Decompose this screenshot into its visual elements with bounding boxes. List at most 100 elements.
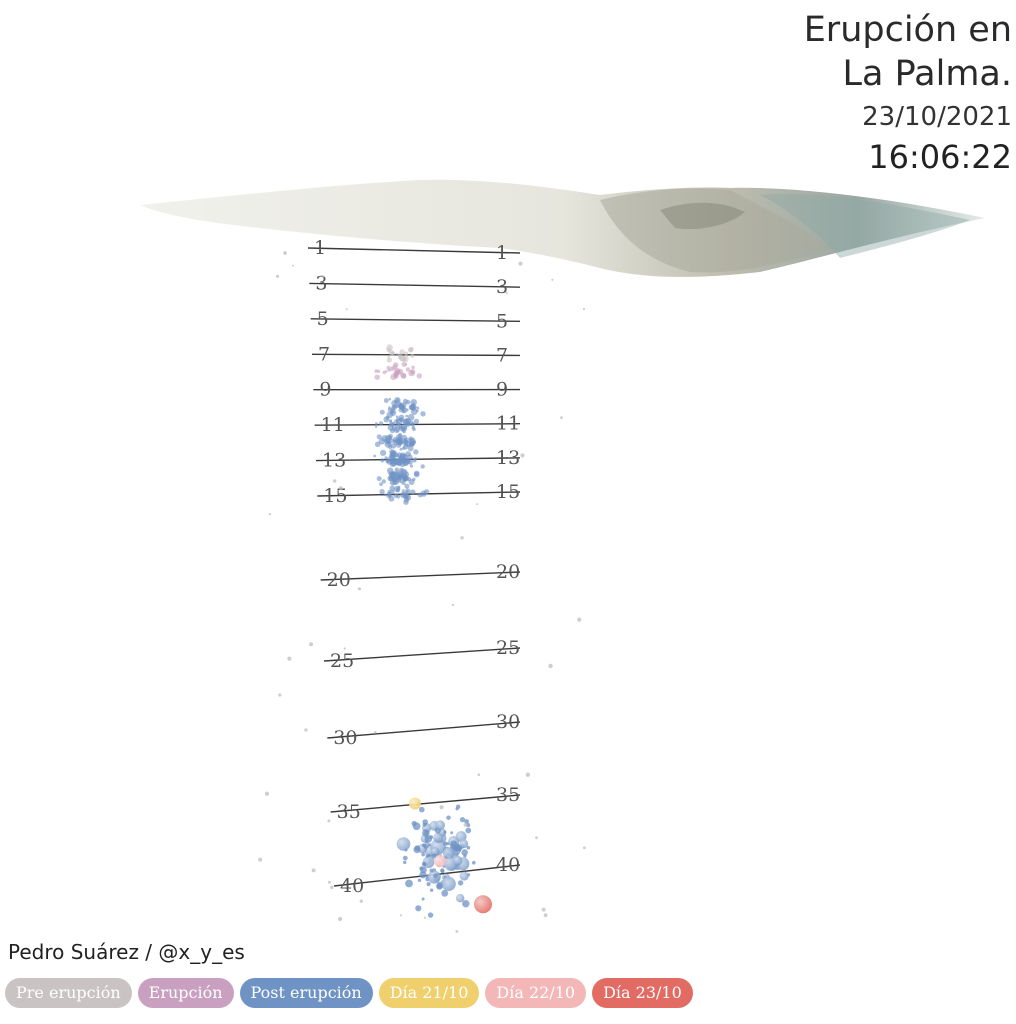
quake-point-3-10 — [374, 425, 378, 428]
depth-label-left-13: 13 — [322, 450, 346, 472]
depth-label-left-35: 35 — [337, 801, 361, 823]
quake-point-4-18 — [376, 434, 382, 440]
quake-point-5-22 — [413, 457, 418, 461]
depth-line-20 — [320, 571, 521, 581]
quake-point-9-14 — [405, 879, 413, 888]
quake-point-9-24-shine — [452, 855, 463, 866]
quake-point-8-75 — [466, 823, 471, 828]
scatter-point-28 — [451, 603, 455, 607]
depth-label-right-9: 9 — [496, 379, 508, 401]
legend-dia-21-10[interactable]: Día 21/10 — [378, 978, 480, 1008]
scatter-point-16 — [311, 868, 316, 873]
quake-point-7-20 — [404, 493, 410, 499]
depth-label-left-40: 40 — [340, 875, 364, 897]
quake-point-8-4 — [403, 860, 407, 865]
quake-point-7-14 — [383, 493, 387, 497]
legend-pre-erupcion[interactable]: Pre erupción — [5, 978, 132, 1008]
quake-point-9-23 — [427, 912, 434, 918]
scatter-point-36 — [518, 261, 523, 266]
quake-point-8-52-shine — [433, 832, 444, 844]
quake-point-9-39 — [421, 861, 427, 867]
scatter-point-27 — [258, 857, 263, 862]
quake-point-8-78 — [422, 819, 429, 825]
quake-point-8-61-shine — [455, 831, 467, 842]
quake-point-5-53 — [398, 455, 405, 462]
quake-point-6-35 — [379, 482, 383, 486]
depth-label-left-11: 11 — [321, 414, 345, 436]
quake-point-5-58 — [386, 459, 390, 463]
author-credit: Pedro Suárez / @x_y_es — [8, 940, 245, 964]
depth-label-right-15: 15 — [496, 481, 520, 503]
legend-post-erupcion[interactable]: Post erupción — [239, 978, 373, 1008]
quake-point-7-23 — [396, 486, 400, 490]
scatter-point-5 — [476, 503, 479, 506]
legend-dia-22-10[interactable]: Día 22/10 — [485, 978, 587, 1008]
quake-point-8-40 — [463, 854, 467, 858]
scatter-point-30 — [374, 731, 377, 734]
quake-point-3-41 — [389, 420, 392, 424]
quake-point-6-54 — [387, 467, 394, 474]
scatter-point-9 — [333, 479, 337, 483]
scatter-point-35 — [275, 274, 280, 278]
legend-dia-23-10[interactable]: Día 23/10 — [592, 978, 693, 1008]
quake-point-9-25 — [425, 854, 429, 858]
scatter-point-17 — [463, 823, 467, 827]
scatter-point-39 — [548, 663, 553, 669]
quake-point-3-38 — [398, 424, 403, 430]
depth-label-right-11: 11 — [496, 413, 520, 435]
quake-point-2-21 — [379, 409, 385, 415]
quake-point-9-36 — [421, 852, 426, 857]
quake-point-5-57 — [389, 459, 395, 465]
quake-point-9-3 — [441, 889, 449, 897]
scatter-point-10 — [582, 308, 586, 311]
quake-point-8-64 — [466, 845, 471, 850]
quake-point-0-18 — [386, 357, 392, 363]
depth-label-left-25: 25 — [330, 650, 354, 672]
quake-point-8-12 — [464, 819, 469, 824]
quake-point-7-27 — [404, 483, 410, 489]
scatter-point-42 — [551, 278, 554, 281]
depth-label-right-35: 35 — [496, 784, 520, 806]
scatter-point-41 — [439, 805, 444, 810]
quake-point-0-19 — [397, 353, 403, 358]
depth-label-left-20: 20 — [327, 569, 351, 591]
scatter-point-24 — [455, 930, 459, 933]
quake-point-3-32 — [378, 421, 384, 426]
depth-label-left-9: 9 — [319, 379, 331, 401]
quake-point-6-15 — [412, 477, 416, 482]
quake-point-1-26 — [400, 373, 407, 379]
quake-point-8-71 — [443, 830, 447, 834]
quake-point-5-54 — [402, 460, 409, 467]
quake-point-8-17 — [417, 878, 422, 882]
quake-point-4-53 — [407, 445, 414, 452]
title-line1: Erupción en — [803, 10, 1012, 50]
scatter-point-11 — [525, 772, 531, 777]
quake-point-5-42 — [406, 454, 413, 460]
quake-point-4-52 — [381, 435, 388, 442]
quake-point-9-20-shine — [441, 876, 456, 892]
scatter-point-38 — [541, 907, 546, 912]
quake-point-1-23 — [408, 369, 415, 377]
quake-point-7-28 — [403, 499, 409, 505]
legend-erupcion[interactable]: Erupción — [137, 978, 234, 1008]
scatter-point-14 — [338, 486, 343, 491]
quake-point-9-10 — [419, 866, 424, 871]
quake-point-3-40 — [411, 422, 415, 427]
quake-point-3-27 — [394, 419, 399, 424]
depth-line-35 — [330, 794, 521, 813]
quake-point-0-9 — [395, 352, 399, 355]
quake-point-8-77-shine — [435, 820, 446, 830]
quake-point-3-25 — [402, 430, 406, 434]
depth-line-1 — [307, 247, 521, 254]
quake-point-8-56 — [450, 831, 454, 835]
quake-point-9-7-shine — [456, 894, 465, 903]
depth-line-30 — [327, 721, 521, 739]
quake-point-9-37 — [457, 880, 464, 886]
quake-point-3-24 — [396, 429, 399, 433]
quake-point-9-16 — [415, 905, 422, 912]
quake-point-2-38 — [390, 407, 396, 412]
quake-point-8-32 — [472, 860, 476, 865]
quake-point-5-2 — [420, 464, 425, 469]
quake-point-8-58 — [450, 840, 457, 847]
quake-point-2-9 — [405, 399, 411, 405]
